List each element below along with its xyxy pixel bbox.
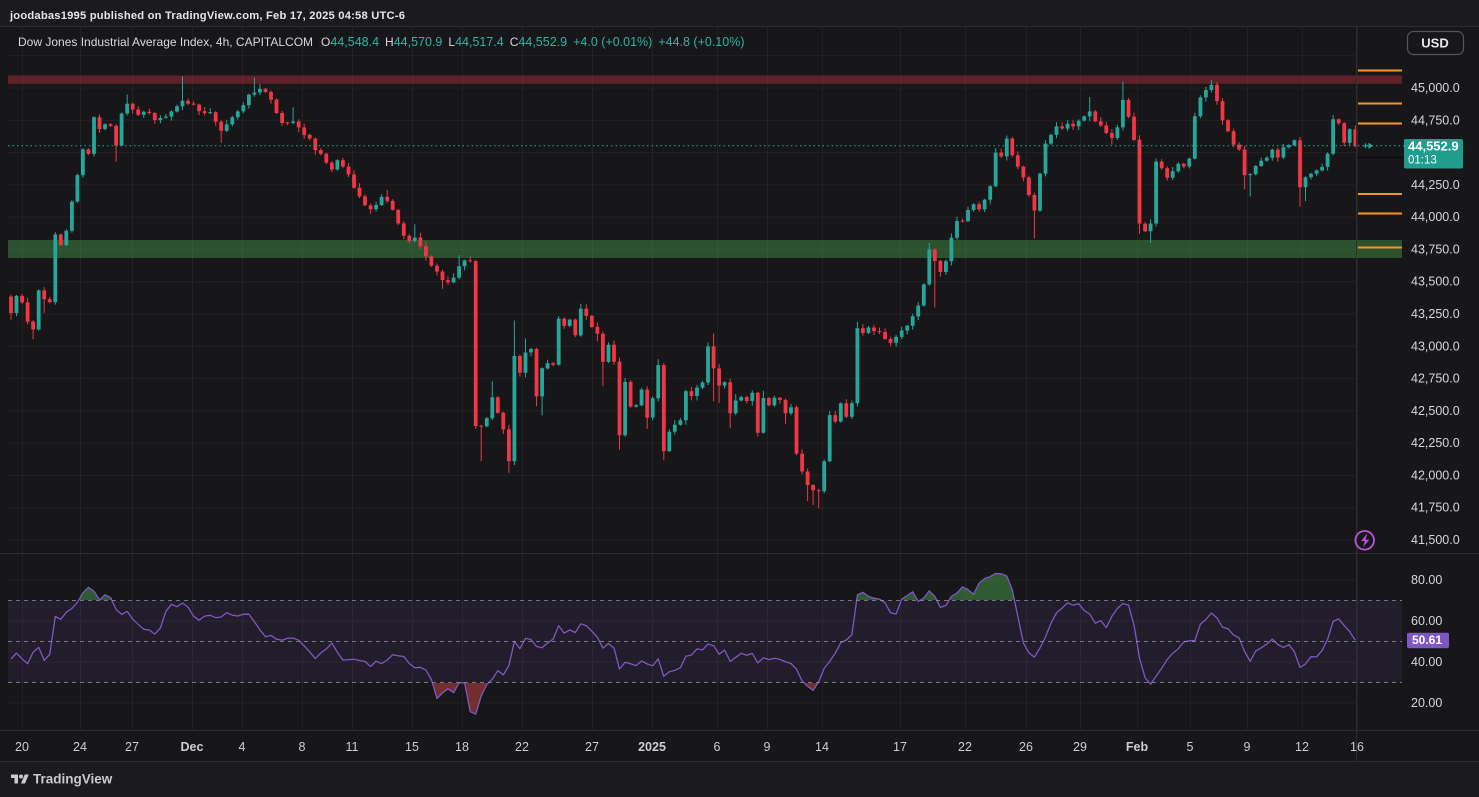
- svg-text:USD: USD: [1421, 36, 1448, 51]
- svg-text:50.61: 50.61: [1412, 633, 1442, 647]
- svg-text:6: 6: [714, 740, 721, 754]
- svg-text:42,750.0: 42,750.0: [1411, 372, 1460, 386]
- svg-text:41,500.0: 41,500.0: [1411, 533, 1460, 547]
- svg-text:22: 22: [958, 740, 972, 754]
- svg-text:43,500.0: 43,500.0: [1411, 275, 1460, 289]
- svg-text:Dec: Dec: [181, 740, 204, 754]
- svg-text:44,552.9: 44,552.9: [1408, 139, 1459, 154]
- svg-text:TradingView: TradingView: [33, 772, 113, 787]
- svg-text:40.00: 40.00: [1411, 655, 1442, 669]
- svg-text:29: 29: [1073, 740, 1087, 754]
- svg-text:9: 9: [1244, 740, 1251, 754]
- svg-text:22: 22: [515, 740, 529, 754]
- svg-text:20: 20: [15, 740, 29, 754]
- svg-text:27: 27: [585, 740, 599, 754]
- svg-text:5: 5: [1187, 740, 1194, 754]
- svg-text:Feb: Feb: [1126, 740, 1149, 754]
- svg-text:44,000.0: 44,000.0: [1411, 210, 1460, 224]
- svg-text:joodabas1995 published on Trad: joodabas1995 published on TradingView.co…: [9, 10, 405, 22]
- svg-text:11: 11: [346, 740, 359, 754]
- svg-text:45,000.0: 45,000.0: [1411, 81, 1460, 95]
- svg-text:17: 17: [893, 740, 907, 754]
- svg-text:14: 14: [815, 740, 829, 754]
- svg-text:20.00: 20.00: [1411, 696, 1442, 710]
- svg-text:80.00: 80.00: [1411, 573, 1442, 587]
- svg-text:42,500.0: 42,500.0: [1411, 404, 1460, 418]
- svg-text:41,750.0: 41,750.0: [1411, 501, 1460, 515]
- svg-text:27: 27: [125, 740, 139, 754]
- svg-text:44,250.0: 44,250.0: [1411, 178, 1460, 192]
- svg-text:42,000.0: 42,000.0: [1411, 468, 1460, 482]
- svg-text:4: 4: [239, 740, 246, 754]
- svg-text:24: 24: [73, 740, 87, 754]
- svg-text:26: 26: [1019, 740, 1033, 754]
- svg-text:8: 8: [299, 740, 306, 754]
- svg-text:16: 16: [1350, 740, 1364, 754]
- svg-text:9: 9: [764, 740, 771, 754]
- svg-text:12: 12: [1295, 740, 1309, 754]
- svg-text:43,750.0: 43,750.0: [1411, 242, 1460, 256]
- svg-text:18: 18: [455, 740, 469, 754]
- svg-text:44,750.0: 44,750.0: [1411, 113, 1460, 127]
- svg-text:15: 15: [405, 740, 419, 754]
- svg-text:60.00: 60.00: [1411, 614, 1442, 628]
- svg-text:43,000.0: 43,000.0: [1411, 339, 1460, 353]
- svg-text:01:13: 01:13: [1408, 155, 1437, 167]
- svg-text:2025: 2025: [638, 740, 666, 754]
- svg-text:43,250.0: 43,250.0: [1411, 307, 1460, 321]
- svg-text:42,250.0: 42,250.0: [1411, 436, 1460, 450]
